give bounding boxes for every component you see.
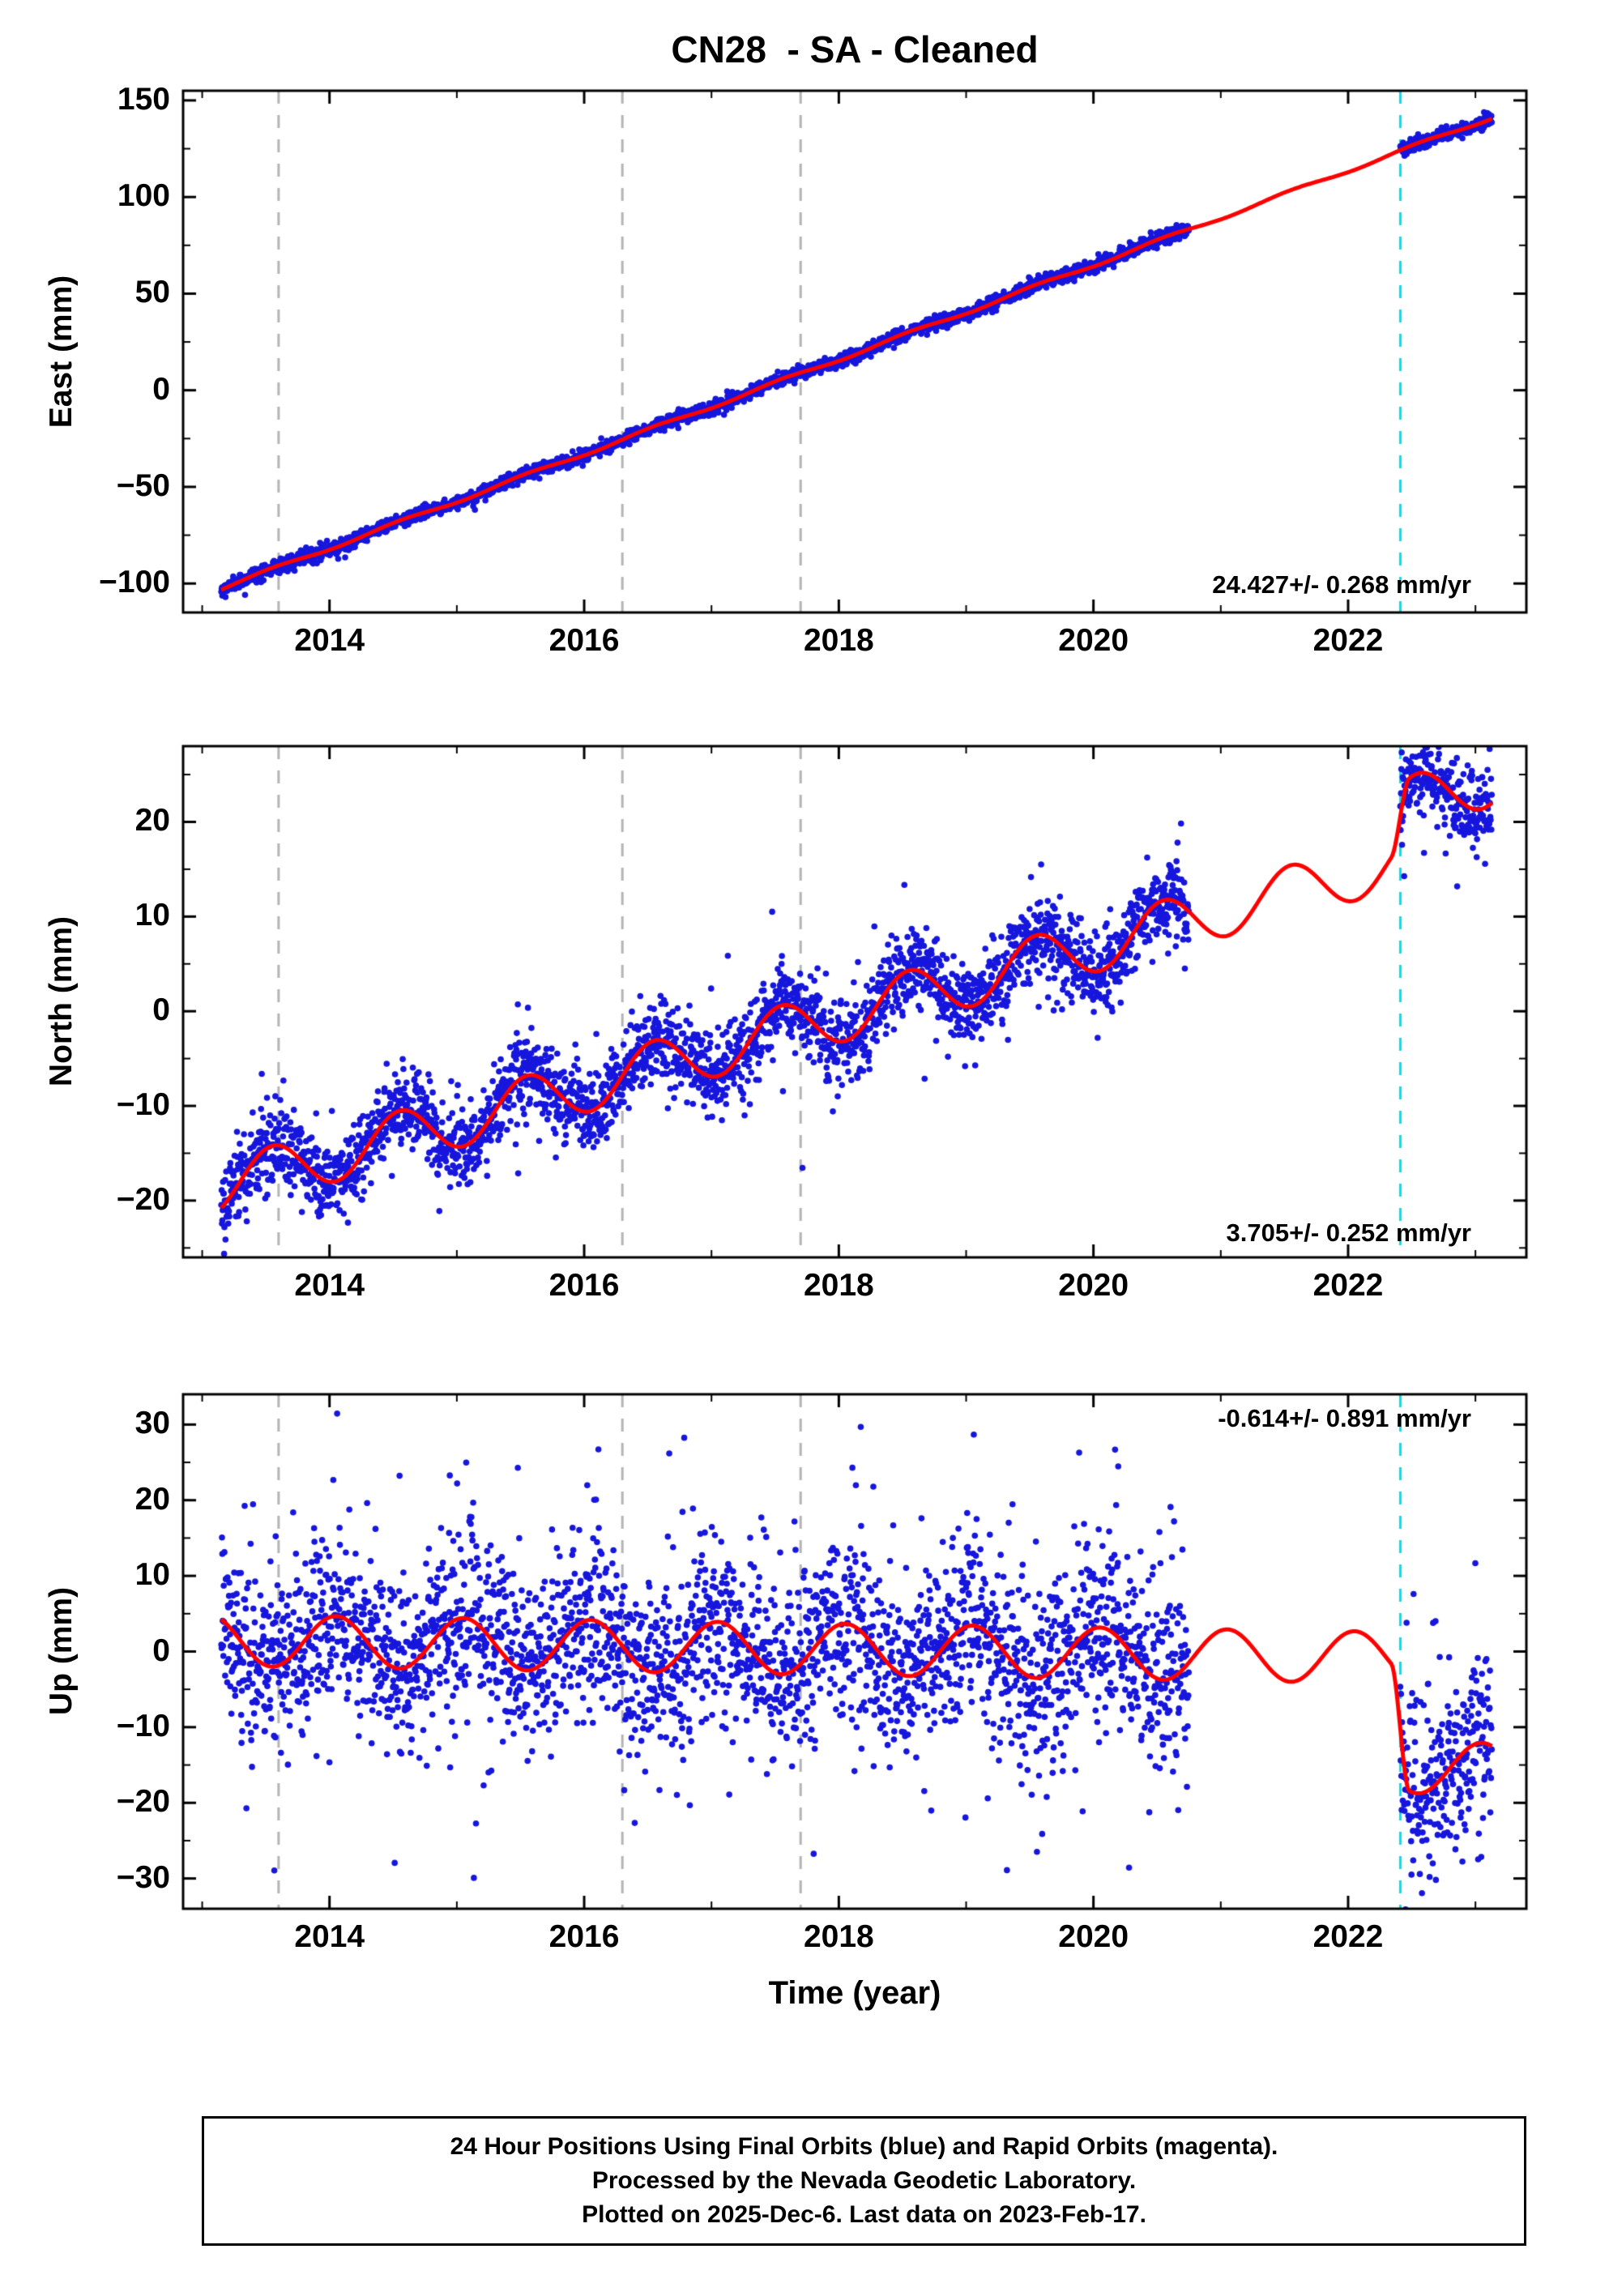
x-tick-label: 2020: [1058, 1268, 1129, 1303]
x-tick-label: 2016: [548, 623, 620, 658]
footer-line-plotted: Plotted on 2025-Dec-6. Last data on 2023…: [582, 2201, 1146, 2228]
y-tick-label: −100: [99, 565, 170, 600]
rate-annotation-east: 24.427+/- 0.268 mm/yr: [1212, 570, 1471, 599]
y-tick-label: 10: [134, 898, 170, 933]
y-tick-label: 100: [117, 178, 170, 214]
y-tick-label: −50: [116, 467, 170, 503]
footer-line-orbits: 24 Hour Positions Using Final Orbits (bl…: [450, 2133, 1278, 2160]
x-axis-title: Time (year): [768, 1975, 941, 2011]
y-tick-label: −20: [116, 1784, 170, 1820]
y-tick-label: 150: [117, 81, 170, 117]
x-tick-label: 2020: [1058, 623, 1129, 658]
x-tick-label: 2020: [1058, 1919, 1129, 1954]
rate-annotation-north: 3.705+/- 0.252 mm/yr: [1226, 1218, 1471, 1247]
x-tick-label: 2022: [1312, 623, 1384, 658]
y-tick-label: −10: [116, 1708, 170, 1743]
x-tick-label: 2018: [803, 1268, 874, 1303]
x-tick-label: 2016: [548, 1919, 620, 1954]
rate-annotation-up: -0.614+/- 0.891 mm/yr: [1218, 1404, 1471, 1432]
y-tick-label: 20: [134, 1481, 170, 1517]
y-tick-label: 30: [134, 1406, 170, 1441]
x-tick-label: 2014: [294, 1919, 365, 1954]
y-tick-label: 20: [134, 803, 170, 839]
x-tick-label: 2022: [1312, 1919, 1384, 1954]
y-tick-label: −10: [116, 1087, 170, 1123]
footer-line-processed: Processed by the Nevada Geodetic Laborat…: [591, 2167, 1137, 2194]
figure-title: CN28 - SA - Cleaned: [671, 28, 1039, 70]
y-tick-label: 0: [152, 371, 170, 407]
y-tick-label: 50: [134, 275, 170, 310]
y-tick-label: 0: [152, 992, 170, 1028]
y-axis-label-north: North (mm): [44, 915, 79, 1087]
y-axis-label-up: Up (mm): [44, 1586, 79, 1716]
y-tick-label: −20: [116, 1181, 170, 1217]
y-tick-label: 0: [152, 1632, 170, 1668]
x-tick-label: 2018: [803, 623, 874, 658]
x-tick-label: 2018: [803, 1919, 874, 1954]
x-tick-label: 2014: [294, 1268, 365, 1303]
x-tick-label: 2014: [294, 623, 365, 658]
y-tick-label: 10: [134, 1557, 170, 1593]
footer-note-box: 24 Hour Positions Using Final Orbits (bl…: [202, 2116, 1526, 2246]
y-axis-label-east: East (mm): [44, 275, 79, 429]
x-tick-label: 2022: [1312, 1268, 1384, 1303]
x-tick-label: 2016: [548, 1268, 620, 1303]
y-tick-label: −30: [116, 1859, 170, 1895]
